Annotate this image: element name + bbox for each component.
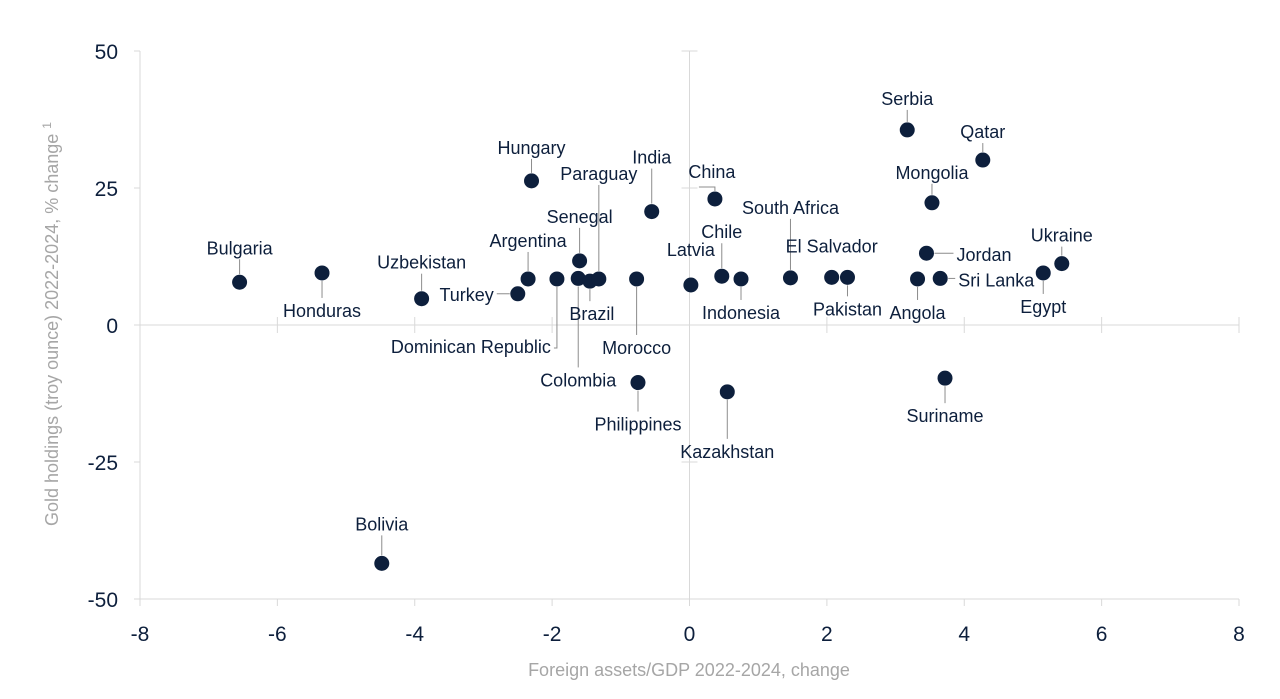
x-tick-label: -4 [405,623,424,646]
x-tick-label: -8 [131,623,150,646]
grid-layer [134,50,1240,606]
y-axis-title: Gold holdings (troy ounce) 2022-2024, % … [40,122,62,526]
data-point [910,271,926,287]
data-point [630,375,646,391]
y-tick-label: 0 [106,315,118,338]
data-point [591,271,607,287]
point-label: Serbia [881,89,934,109]
data-point [314,265,330,281]
point-label: Senegal [547,207,613,227]
x-tick-label: 0 [684,623,696,646]
data-point [549,271,565,287]
data-point [839,269,855,285]
point-label: Argentina [490,231,568,251]
point-label: Bolivia [355,514,409,534]
data-point [719,384,735,400]
x-tick-label: 4 [958,623,970,646]
x-tick-label: 2 [821,623,833,646]
point-label: Angola [890,303,947,323]
labels-layer: Bulgaria Honduras Uzbekistan Turkey Argentin… [207,89,1093,534]
points-layer [232,122,1070,571]
y-tick-label: -50 [88,589,118,612]
point-label: Latvia [667,240,716,260]
point-label: India [632,148,672,168]
point-label: Brazil [569,304,614,324]
point-label: China [688,162,736,182]
point-label: Hungary [497,138,565,158]
data-point [683,277,699,293]
leader-line [553,286,558,349]
x-tick-label: -2 [543,623,562,646]
x-tick-label: 8 [1233,623,1245,646]
point-label: Jordan [956,245,1011,265]
y-tick-label: 50 [95,41,118,64]
data-point [510,286,526,302]
point-label: Paraguay [560,164,637,184]
point-label: Dominican Republic [391,337,551,357]
data-point [572,253,588,269]
point-label: Egypt [1020,297,1066,317]
data-point [644,204,660,220]
point-label: Kazakhstan [680,442,774,462]
data-point [374,555,390,571]
data-point [937,370,953,386]
data-point [932,270,948,286]
point-label: El Salvador [786,236,878,256]
data-point [707,191,723,207]
data-point [899,122,915,138]
data-point [524,173,540,189]
leader-line [698,186,716,191]
y-axis-title-superscript: 1 [40,122,54,129]
data-point [232,274,248,290]
point-label: Philippines [594,415,681,435]
leader-layer [239,109,1063,556]
data-point [1054,256,1070,272]
point-label: Turkey [439,285,493,305]
y-tick-label: -25 [88,452,118,475]
point-label: Qatar [960,122,1005,142]
x-tick-label: -6 [268,623,287,646]
ticks-layer: -8 -6 -4 -2 0 2 4 6 8 -50 -25 0 25 50 [88,41,1245,646]
y-tick-label: 25 [95,178,118,201]
point-label: Honduras [283,301,361,321]
data-point [733,271,749,287]
data-point [782,270,798,286]
data-point [714,268,730,284]
point-label: Bulgaria [207,238,274,258]
point-label: Ukraine [1031,226,1093,246]
point-label: Indonesia [702,303,781,323]
point-label: Suriname [906,406,983,426]
point-label: Morocco [602,338,671,358]
x-tick-label: 6 [1096,623,1108,646]
data-point [570,270,586,286]
x-axis-title: Foreign assets/GDP 2022-2024, change [528,660,850,680]
point-label: Sri Lanka [958,270,1035,290]
y-axis-title-text: Gold holdings (troy ounce) 2022-2024, % … [42,134,62,526]
data-point [924,195,940,211]
data-point [629,271,645,287]
data-point [520,271,536,287]
point-label: Uzbekistan [377,253,466,273]
data-point [975,152,991,168]
point-label: Chile [701,222,742,242]
point-label: South Africa [742,198,840,218]
data-point [918,245,934,261]
point-label: Colombia [540,370,617,390]
data-point [414,291,430,307]
point-label: Mongolia [895,163,969,183]
data-point [1035,265,1051,281]
point-label: Pakistan [813,299,882,319]
data-point [824,269,840,285]
